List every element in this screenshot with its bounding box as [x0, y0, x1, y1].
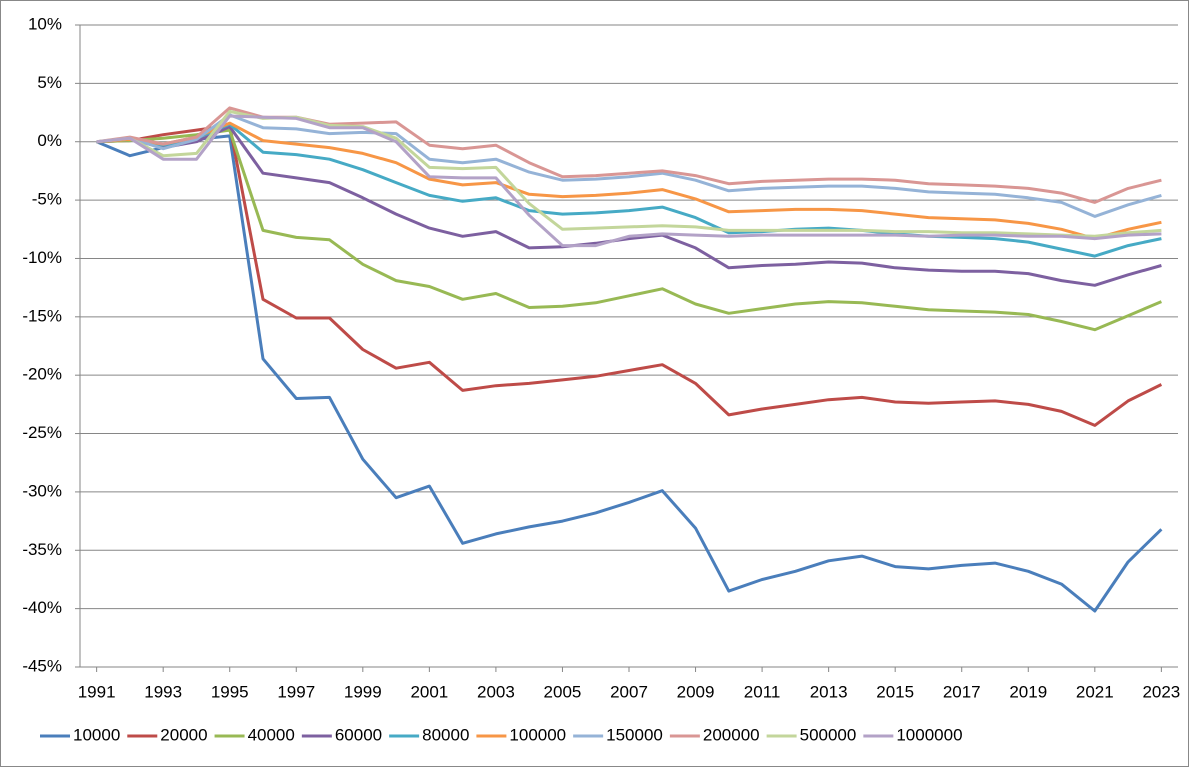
- x-tick-label: 2005: [544, 682, 582, 701]
- x-tick-label: 2017: [943, 682, 981, 701]
- line-series: [96, 134, 1163, 613]
- y-tick-label: 5%: [37, 73, 62, 92]
- y-tick-label: 10%: [28, 14, 62, 33]
- line-series: [96, 121, 1162, 241]
- x-tick-label: 2019: [1009, 682, 1047, 701]
- x-tick-label: 2015: [876, 682, 914, 701]
- x-tick-label: 2013: [810, 682, 848, 701]
- legend-label: 80000: [422, 725, 469, 744]
- legend-label: 60000: [335, 725, 382, 744]
- line-series: [96, 114, 1162, 248]
- legend-label: 10000: [73, 725, 120, 744]
- x-tick-label: 1997: [277, 682, 315, 701]
- x-tick-label: 2001: [410, 682, 448, 701]
- legend-label: 150000: [606, 725, 663, 744]
- legend-label: 40000: [248, 725, 295, 744]
- line-series: [96, 122, 1162, 258]
- legend-label: 500000: [800, 725, 857, 744]
- y-tick-label: -35%: [22, 540, 62, 559]
- x-tick-label: 2003: [477, 682, 515, 701]
- x-tick-label: 1991: [78, 682, 116, 701]
- y-tick-label: -10%: [22, 248, 62, 267]
- line-series: [96, 128, 1162, 332]
- y-tick-label: -15%: [22, 306, 62, 325]
- x-tick-label: 1993: [144, 682, 182, 701]
- legend-label: 1000000: [896, 725, 962, 744]
- legend-label: 100000: [509, 725, 566, 744]
- y-tick-label: -20%: [22, 365, 62, 384]
- x-tick-label: 2007: [610, 682, 648, 701]
- x-tick-label: 2021: [1076, 682, 1114, 701]
- legend-label: 200000: [703, 725, 760, 744]
- y-tick-label: -45%: [22, 656, 62, 675]
- x-tick-label: 1999: [344, 682, 382, 701]
- y-tick-label: -40%: [22, 598, 62, 617]
- y-tick-label: -30%: [22, 481, 62, 500]
- line-series: [96, 113, 1162, 218]
- x-tick-label: 2009: [677, 682, 715, 701]
- y-tick-label: -25%: [22, 423, 62, 442]
- x-tick-label: 1995: [211, 682, 249, 701]
- x-tick-label: 2023: [1142, 682, 1180, 701]
- legend-label: 20000: [160, 725, 207, 744]
- y-tick-label: -5%: [32, 190, 62, 209]
- line-series: [96, 125, 1162, 287]
- line-series: [96, 123, 1163, 427]
- y-tick-label: 0%: [37, 131, 62, 150]
- x-tick-label: 2011: [744, 682, 781, 701]
